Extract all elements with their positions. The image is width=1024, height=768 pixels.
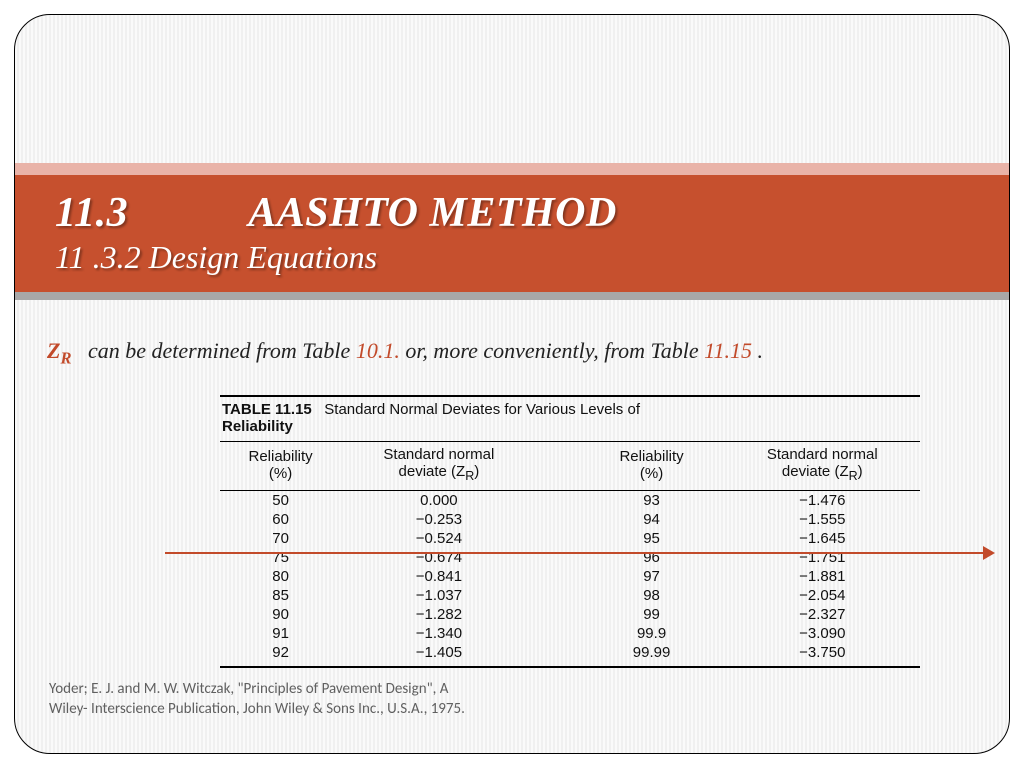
cell: −2.054 xyxy=(725,586,920,605)
table-caption: TABLE 11.15 Standard Normal Deviates for… xyxy=(220,395,920,441)
cell: −3.090 xyxy=(725,624,920,643)
intro-c: . xyxy=(752,338,763,363)
intro-b: or, more conveniently, from Table xyxy=(400,338,704,363)
cell: 99.9 xyxy=(537,624,725,643)
ref1: 10.1. xyxy=(356,338,400,363)
cell: 93 xyxy=(537,490,725,510)
cell: 94 xyxy=(537,510,725,529)
cell: 0.000 xyxy=(341,490,536,510)
cell: 50 xyxy=(220,490,341,510)
arrow-line xyxy=(165,552,985,554)
intro-text: ZR can be determined from Table 10.1. or… xyxy=(47,338,977,368)
cell: −1.645 xyxy=(725,529,920,548)
cell: −1.282 xyxy=(341,605,536,624)
cell: 85 xyxy=(220,586,341,605)
table-row: 60−0.25394−1.555 xyxy=(220,510,920,529)
title-line1: 11.3 AASHTO METHOD xyxy=(55,189,969,237)
table-row: 80−0.84197−1.881 xyxy=(220,567,920,586)
zr-symbol: ZR xyxy=(47,338,71,363)
table-row: 500.00093−1.476 xyxy=(220,490,920,510)
title-subsection: 11 .3.2 Design Equations xyxy=(55,239,969,276)
table-row: 90−1.28299−2.327 xyxy=(220,605,920,624)
cell: −1.405 xyxy=(341,643,536,667)
table-row: 91−1.34099.9−3.090 xyxy=(220,624,920,643)
cell: 92 xyxy=(220,643,341,667)
arrow-head-icon xyxy=(983,546,995,560)
cell: 90 xyxy=(220,605,341,624)
table-row: 85−1.03798−2.054 xyxy=(220,586,920,605)
highlight-arrow xyxy=(165,546,995,560)
col-zr-1: Standard normaldeviate (ZR) xyxy=(341,442,536,491)
cell: −1.881 xyxy=(725,567,920,586)
cell: 97 xyxy=(537,567,725,586)
cell: 95 xyxy=(537,529,725,548)
section-name: AASHTO METHOD xyxy=(248,190,617,236)
cell: 99 xyxy=(537,605,725,624)
cell: 80 xyxy=(220,567,341,586)
table-11-15: TABLE 11.15 Standard Normal Deviates for… xyxy=(220,395,920,668)
cell: −0.524 xyxy=(341,529,536,548)
cell: 99.99 xyxy=(537,643,725,667)
cell: 91 xyxy=(220,624,341,643)
col-reliability-1: Reliability(%) xyxy=(220,442,341,491)
caption-b: Reliability xyxy=(222,418,293,435)
caption-a: Standard Normal Deviates for Various Lev… xyxy=(324,401,640,418)
cell: −2.327 xyxy=(725,605,920,624)
cell: −0.841 xyxy=(341,567,536,586)
section-number: 11.3 xyxy=(55,190,128,236)
ref2: 11.15 xyxy=(704,338,752,363)
cell: −3.750 xyxy=(725,643,920,667)
cell: 60 xyxy=(220,510,341,529)
citation: Yoder; E. J. and M. W. Witczak, "Princip… xyxy=(49,680,609,719)
cell: 70 xyxy=(220,529,341,548)
cell: −1.340 xyxy=(341,624,536,643)
citation-line1: Yoder; E. J. and M. W. Witczak, "Princip… xyxy=(49,680,448,698)
citation-line2: Wiley- Interscience Publication, John Wi… xyxy=(49,700,465,718)
cell: 98 xyxy=(537,586,725,605)
cell: −1.037 xyxy=(341,586,536,605)
cell: −1.476 xyxy=(725,490,920,510)
table-body: 500.00093−1.47660−0.25394−1.55570−0.5249… xyxy=(220,490,920,667)
table-label: TABLE 11.15 xyxy=(222,401,312,418)
cell: −0.253 xyxy=(341,510,536,529)
table-row: 92−1.40599.99−3.750 xyxy=(220,643,920,667)
col-zr-2: Standard normaldeviate (ZR) xyxy=(725,442,920,491)
col-reliability-2: Reliability(%) xyxy=(537,442,725,491)
title-band: 11.3 AASHTO METHOD 11 .3.2 Design Equatio… xyxy=(15,163,1009,300)
header-row: Reliability(%) Standard normaldeviate (Z… xyxy=(220,442,920,491)
slide-frame: 11.3 AASHTO METHOD 11 .3.2 Design Equatio… xyxy=(14,14,1010,754)
table-row: 70−0.52495−1.645 xyxy=(220,529,920,548)
intro-a: can be determined from Table xyxy=(88,338,356,363)
cell: −1.555 xyxy=(725,510,920,529)
